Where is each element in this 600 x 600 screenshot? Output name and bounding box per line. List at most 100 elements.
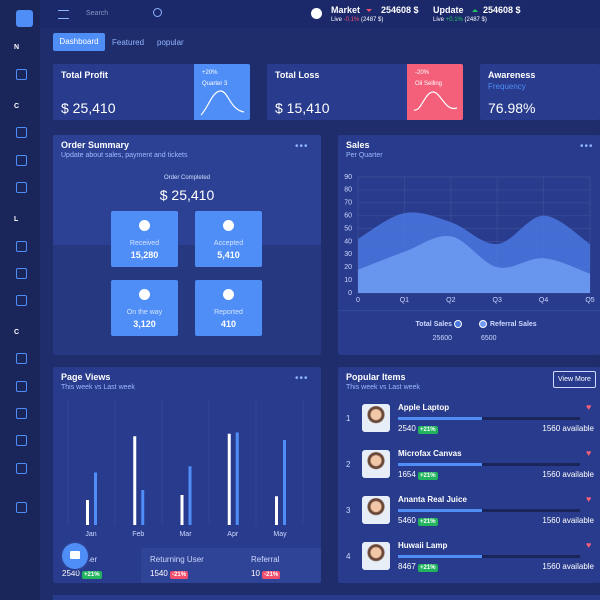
down-arrow — [366, 9, 372, 15]
item-name: Apple Laptop — [398, 403, 450, 412]
nav-icon[interactable] — [16, 241, 27, 252]
order-tile: On the way 3,120 — [111, 280, 178, 336]
footer-value: 1540 -21% — [150, 569, 189, 579]
card-title: Order Summary — [61, 140, 130, 150]
item-rank: 3 — [346, 506, 351, 515]
stat-badge: -20% Oil Selling — [407, 64, 463, 120]
order-total: $ 25,410 — [159, 187, 215, 203]
order-tile: Received 15,280 — [111, 211, 178, 267]
item-value: 1654 +21% — [398, 470, 438, 480]
card-subtitle: This week vs Last week — [346, 384, 420, 391]
nav-icon[interactable] — [16, 502, 27, 513]
nav-icon[interactable] — [16, 155, 27, 166]
menu-button[interactable] — [58, 10, 69, 19]
progress-fill — [398, 463, 482, 466]
divider — [338, 310, 600, 311]
card-subtitle: Per Quarter — [346, 152, 383, 159]
sales-card: Sales Per Quarter ••• — [338, 135, 600, 355]
nav-icon[interactable] — [16, 463, 27, 474]
stat-subtitle: Frequency — [488, 82, 526, 91]
sparkline-path — [413, 91, 458, 111]
item-name: Huwaii Lamp — [398, 541, 448, 550]
nav-icon[interactable] — [16, 408, 27, 419]
ticker-change: +0.1% — [445, 17, 463, 23]
item-name: Ananta Real Juice — [398, 495, 467, 504]
badge-caption: Quarter 3 — [202, 81, 228, 87]
ticker-change: -0.1% — [343, 17, 360, 23]
nav-icon[interactable] — [16, 268, 27, 279]
nav-icon[interactable] — [16, 295, 27, 306]
item-stock: 1560 available — [542, 470, 594, 479]
tab[interactable]: popular — [157, 38, 184, 47]
stat-title: Total Profit — [61, 70, 108, 80]
tile-label: Received — [129, 240, 160, 247]
item-change: +21% — [418, 564, 438, 572]
nav-icon[interactable] — [16, 381, 27, 392]
tile-value: 5,410 — [217, 250, 240, 260]
sparkline — [413, 91, 458, 111]
popular-items-card: Popular Items This week vs Last week Vie… — [338, 367, 600, 583]
ticker-value: 254608 $ — [483, 5, 521, 15]
card-menu[interactable]: ••• — [295, 373, 309, 384]
section-letter: N — [14, 44, 20, 51]
nav-icon[interactable] — [16, 435, 27, 446]
tile-label: Reported — [214, 309, 243, 316]
item-change: +21% — [418, 518, 438, 526]
heart-icon: ♥ — [586, 494, 592, 504]
section-letter: C — [14, 329, 20, 336]
tile-value: 3,120 — [133, 319, 156, 329]
heart-icon: ♥ — [586, 540, 592, 550]
item-value: 2540 +21% — [398, 424, 438, 434]
order-tile: Accepted 5,410 — [195, 211, 262, 267]
progress-track — [398, 417, 580, 420]
card-menu[interactable]: ••• — [580, 141, 594, 152]
card-header-band — [53, 135, 321, 245]
heart-icon: ♥ — [586, 402, 592, 412]
footer-change: +21% — [82, 571, 102, 579]
chat-button[interactable] — [62, 543, 88, 569]
search-button[interactable] — [153, 8, 162, 17]
item-value: 8467 +21% — [398, 562, 438, 572]
page-views-card: Page Views This week vs Last week ••• Ne… — [53, 367, 321, 583]
progress-track — [398, 509, 580, 512]
stat-value: 76.98% — [488, 100, 536, 116]
item-rank: 4 — [346, 552, 351, 561]
item-avatar — [362, 450, 390, 478]
view-more-button[interactable]: View More — [553, 371, 596, 388]
order-tile: Reported 410 — [195, 280, 262, 336]
item-avatar — [362, 404, 390, 432]
stat-title: Awareness — [488, 70, 536, 80]
tab[interactable]: Dashboard — [53, 33, 105, 51]
logo[interactable] — [16, 10, 33, 27]
sparkline — [200, 90, 245, 116]
stat-title: Total Loss — [275, 70, 320, 80]
search-input[interactable]: Search — [86, 10, 109, 17]
progress-track — [398, 555, 580, 558]
nav-icon[interactable] — [16, 353, 27, 364]
progress-fill — [398, 509, 482, 512]
badge-caption: Oil Selling — [415, 81, 443, 87]
item-avatar — [362, 542, 390, 570]
badge-value: +20% — [202, 70, 218, 76]
tile-label: On the way — [126, 309, 163, 316]
ticker-name: Market — [331, 5, 361, 15]
footer-number: 10 — [251, 569, 260, 578]
stat-value: $ 25,410 — [61, 100, 116, 116]
item-number: 2540 — [398, 424, 416, 433]
ticker-live: Live +0.1% (2487 $) — [433, 17, 487, 23]
item-number: 8467 — [398, 562, 416, 571]
card-menu[interactable]: ••• — [295, 141, 309, 152]
stat-value: $ 15,410 — [275, 100, 330, 116]
item-change: +21% — [418, 426, 438, 434]
card-title: Page Views — [61, 372, 111, 382]
nav-icon[interactable] — [16, 69, 27, 80]
order-caption: Order Completed — [163, 175, 211, 181]
stat-badge: +20% Quarter 3 — [194, 64, 250, 120]
tab[interactable]: Featured — [112, 38, 145, 47]
nav-icon[interactable] — [16, 182, 27, 193]
tile-value: 410 — [220, 319, 237, 329]
item-avatar — [362, 496, 390, 524]
item-change: +21% — [418, 472, 438, 480]
nav-icon[interactable] — [16, 127, 27, 138]
card-title: Popular Items — [346, 372, 406, 382]
